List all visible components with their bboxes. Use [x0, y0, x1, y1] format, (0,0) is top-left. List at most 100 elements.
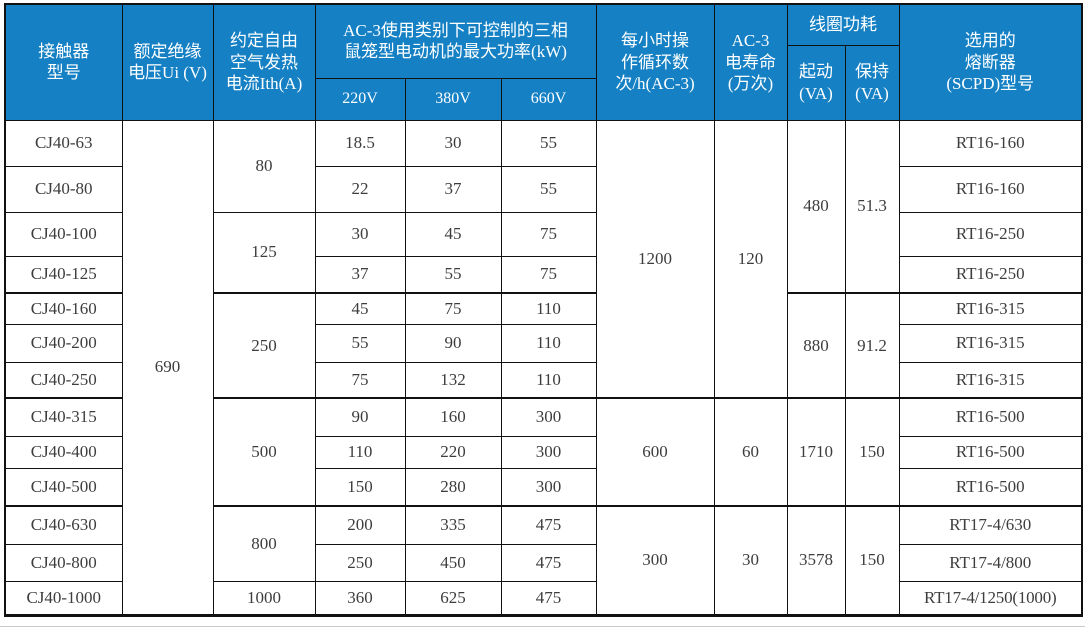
cell-fuse: RT17-4/1250(1000) [898, 580, 1083, 616]
cell-coil-hold: 150 [844, 397, 900, 507]
cell-p380: 45 [404, 211, 502, 257]
cell-p660: 55 [500, 165, 597, 213]
cell-model: CJ40-63 [4, 119, 123, 167]
header-line: 电寿命 [725, 52, 776, 72]
cell-model: CJ40-400 [4, 435, 123, 469]
cell-cycles: 600 [595, 397, 715, 507]
cell-p660: 110 [500, 361, 597, 399]
cell-coil-start: 1710 [786, 397, 846, 507]
cell-p380: 132 [404, 361, 502, 399]
cell-coil-start: 880 [786, 292, 846, 399]
cell-p220: 150 [314, 467, 406, 507]
cell-p220: 360 [314, 580, 406, 616]
cell-model: CJ40-250 [4, 361, 123, 399]
table-row: CJ40-500 150 280 300 RT16-500 [4, 467, 1083, 507]
header-line: 选用的 [964, 31, 1016, 51]
cell-model: CJ40-315 [4, 397, 123, 437]
header-line: 空气发热 [230, 52, 298, 72]
table-row: CJ40-125 37 55 75 RT16-250 [4, 255, 1083, 294]
cell-p220: 30 [314, 211, 406, 257]
header-line: AC-3使用类别下可控制的三相 [343, 21, 568, 40]
cell-fuse: RT16-250 [898, 211, 1083, 257]
header-line: 电流Ith(A) [225, 73, 303, 93]
header-line: 额定绝缘 [133, 42, 202, 61]
table-row: CJ40-100 125 30 45 75 RT16-250 [4, 211, 1083, 294]
header-contactor-model: 接触器 型号 [4, 3, 123, 121]
cell-fuse: RT16-500 [898, 397, 1083, 437]
cell-p220: 90 [314, 397, 406, 437]
header-line: (VA) [799, 83, 833, 103]
cell-ith: 125 [212, 211, 316, 294]
cell-life: 120 [713, 119, 788, 399]
cell-p380: 55 [404, 255, 502, 294]
cell-p380: 220 [404, 435, 502, 469]
table-row: CJ40-1000 1000 360 625 475 RT17-4/1250(1… [4, 580, 1083, 616]
cell-p660: 475 [500, 580, 597, 616]
header-line: 熔断器 [964, 52, 1016, 72]
header-line: (SCPD)型号 [946, 73, 1035, 93]
table-row: CJ40-315 500 90 160 300 600 60 1710 150 … [4, 397, 1083, 507]
header-thermal-current: 约定自由 空气发热 电流Ith(A) [212, 3, 316, 121]
cell-p220: 110 [314, 435, 406, 469]
cell-p660: 110 [500, 292, 597, 325]
cell-p220: 75 [314, 361, 406, 399]
table-row: CJ40-630 800 200 335 475 300 30 3578 150… [4, 505, 1083, 616]
cell-ith: 1000 [212, 580, 316, 616]
cell-model: CJ40-160 [4, 292, 123, 325]
header-line: (万次) [727, 73, 774, 93]
cell-model: CJ40-630 [4, 505, 123, 545]
header-coil-consumption: 线圈功耗 [786, 3, 900, 46]
header-660v: 660V [500, 77, 597, 121]
header-fuse-type: 选用的 熔断器 (SCPD)型号 [898, 3, 1083, 121]
header-220v: 220V [314, 77, 406, 121]
cell-model: CJ40-80 [4, 165, 123, 213]
table-header: 接触器 型号 额定绝缘 电压Ui (V) 约定自由 空气发热 电流Ith(A) … [4, 3, 1083, 121]
header-coil-hold: 保持 (VA) [844, 44, 900, 121]
cell-p660: 475 [500, 505, 597, 545]
cell-p380: 280 [404, 467, 502, 507]
table-row: CJ40-400 110 220 300 RT16-500 [4, 435, 1083, 469]
cell-coil-start: 480 [786, 119, 846, 294]
header-line: 约定自由 [230, 31, 298, 51]
cell-model: CJ40-125 [4, 255, 123, 294]
cell-ith: 250 [212, 292, 316, 399]
cell-p220: 22 [314, 165, 406, 213]
cell-p660: 300 [500, 467, 597, 507]
header-electrical-life: AC-3 电寿命 (万次) [713, 3, 788, 121]
cell-cycles: 1200 [595, 119, 715, 399]
header-line: 鼠笼型电动机的最大功率(kW) [344, 42, 567, 62]
header-380v: 380V [404, 77, 502, 121]
cell-fuse: RT16-315 [898, 323, 1083, 363]
header-ac3-max-power: AC-3使用类别下可控制的三相 鼠笼型电动机的最大功率(kW) [314, 3, 597, 79]
cell-coil-hold: 51.3 [844, 119, 900, 294]
cell-fuse: RT17-4/630 [898, 505, 1083, 545]
cell-fuse: RT16-160 [898, 119, 1083, 167]
cell-model: CJ40-1000 [4, 580, 123, 616]
cell-p660: 110 [500, 323, 597, 363]
cell-ith: 80 [212, 119, 316, 213]
cell-model: CJ40-100 [4, 211, 123, 257]
cell-model: CJ40-800 [4, 543, 123, 582]
cell-life: 60 [713, 397, 788, 507]
cell-cycles: 300 [595, 505, 715, 616]
table-row: CJ40-200 55 90 110 RT16-315 [4, 323, 1083, 363]
cell-fuse: RT16-500 [898, 467, 1083, 507]
cell-p380: 37 [404, 165, 502, 213]
cell-ith: 500 [212, 397, 316, 507]
cell-coil-start: 3578 [786, 505, 846, 616]
cell-model: CJ40-200 [4, 323, 123, 363]
cell-p220: 45 [314, 292, 406, 325]
cell-p380: 90 [404, 323, 502, 363]
cell-p660: 75 [500, 255, 597, 294]
cell-p660: 475 [500, 543, 597, 582]
header-rated-insulation-voltage: 额定绝缘 电压Ui (V) [121, 3, 214, 121]
header-line: 次/h(AC-3) [615, 73, 695, 93]
header-line: 起动 [799, 62, 833, 82]
table-row: CJ40-160 250 45 75 110 880 91.2 RT16-315 [4, 292, 1083, 399]
cell-p220: 200 [314, 505, 406, 545]
header-line: AC-3 [731, 31, 770, 51]
header-line: (VA) [855, 83, 889, 103]
cell-p660: 300 [500, 435, 597, 469]
cell-p380: 75 [404, 292, 502, 325]
